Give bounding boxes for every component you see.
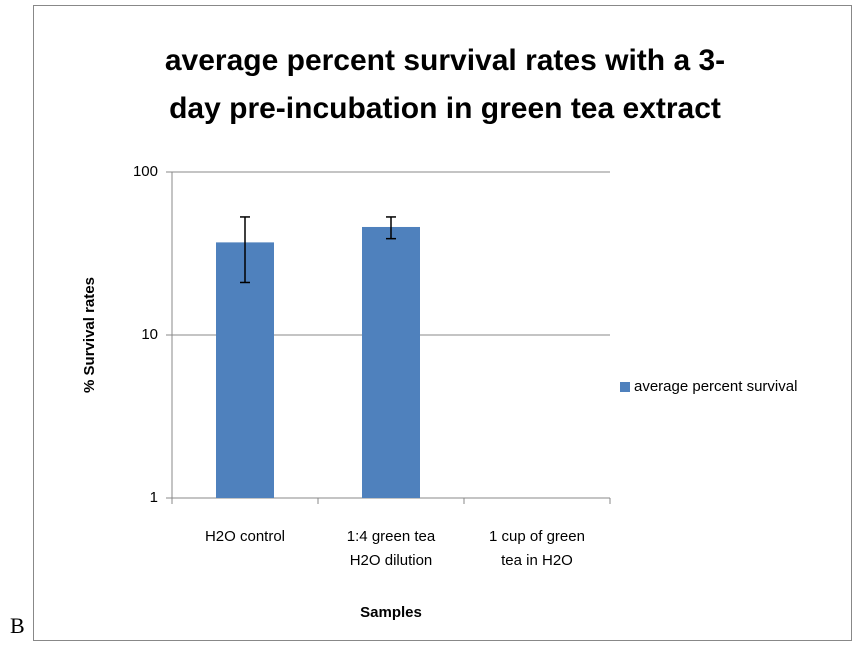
y-tick-label: 10	[141, 326, 158, 343]
chart-title: day pre-incubation in green tea extract	[169, 92, 721, 125]
legend-swatch	[620, 382, 630, 392]
chart-frame	[33, 5, 852, 641]
chart-title: average percent survival rates with a 3-	[165, 44, 725, 77]
x-tick-label: tea in H2O	[501, 552, 573, 569]
y-tick-label: 1	[150, 489, 158, 506]
bar	[362, 226, 420, 499]
y-axis-label: % Survival rates	[81, 277, 98, 393]
x-tick-label: 1:4 green tea	[347, 528, 436, 545]
x-tick-label: 1 cup of green	[489, 528, 585, 545]
bar	[216, 242, 274, 498]
x-tick-label: H2O control	[205, 528, 285, 545]
legend-label: average percent survival	[634, 378, 797, 395]
panel-label: B	[10, 613, 25, 638]
x-tick-label: H2O dilution	[350, 552, 433, 569]
y-tick-label: 100	[133, 163, 158, 180]
x-axis-label: Samples	[360, 604, 422, 621]
